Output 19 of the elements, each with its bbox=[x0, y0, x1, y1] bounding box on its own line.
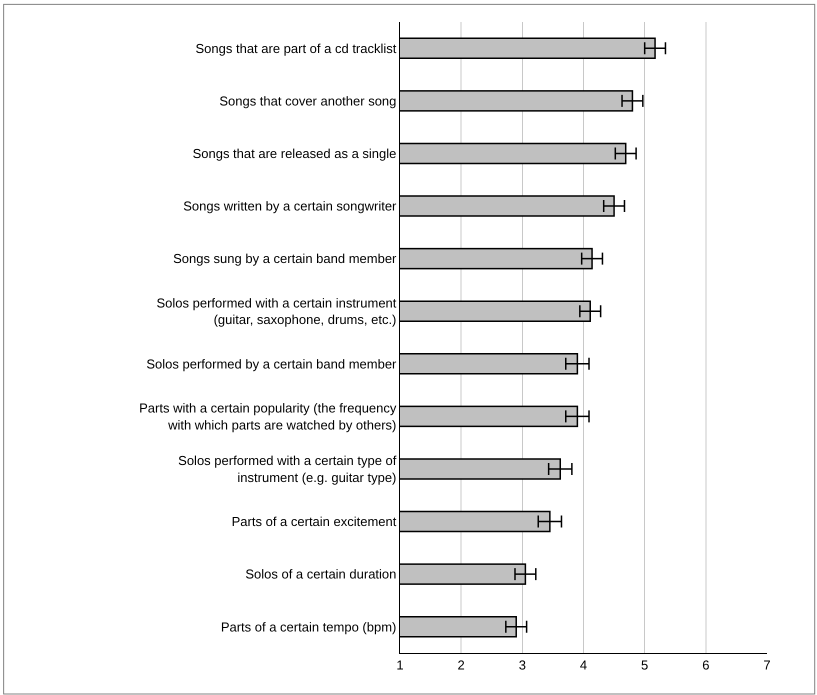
x-tick-label: 6 bbox=[702, 658, 710, 673]
y-tick-label: Solos performed with a certain instrument (guitar, saxophone, drums, etc.) bbox=[156, 295, 397, 328]
y-tick-label: Songs written by a certain songwriter bbox=[183, 198, 398, 214]
y-tick-label: Songs that cover another song bbox=[219, 93, 396, 108]
y-tick-label: Parts with a certain popularity (the frequency with which parts are watched by others) bbox=[139, 400, 397, 432]
x-tick-label: 2 bbox=[458, 658, 465, 673]
x-tick-label: 5 bbox=[641, 658, 648, 673]
x-tick-label: 4 bbox=[580, 658, 588, 673]
x-tick-label: 7 bbox=[763, 658, 771, 673]
x-tick-label: 1 bbox=[396, 658, 404, 673]
y-tick-label: Parts of a certain excitement bbox=[232, 514, 397, 530]
y-tick-label: Parts of a certain tempo (bpm) bbox=[220, 619, 396, 634]
y-tick-label: Solos performed with a certain type of instrument (e.g. guitar type) bbox=[178, 453, 397, 485]
x-tick-label: 3 bbox=[518, 658, 526, 673]
y-tick-label: Songs that are part of a cd tracklist bbox=[196, 40, 397, 56]
y-tick-label: Solos performed by a certain band member bbox=[146, 356, 398, 372]
y-tick-label: Songs that are released as a single bbox=[192, 146, 396, 162]
y-tick-label: Solos of a certain duration bbox=[245, 566, 396, 582]
y-tick-label: Songs sung by a certain band member bbox=[173, 251, 398, 266]
